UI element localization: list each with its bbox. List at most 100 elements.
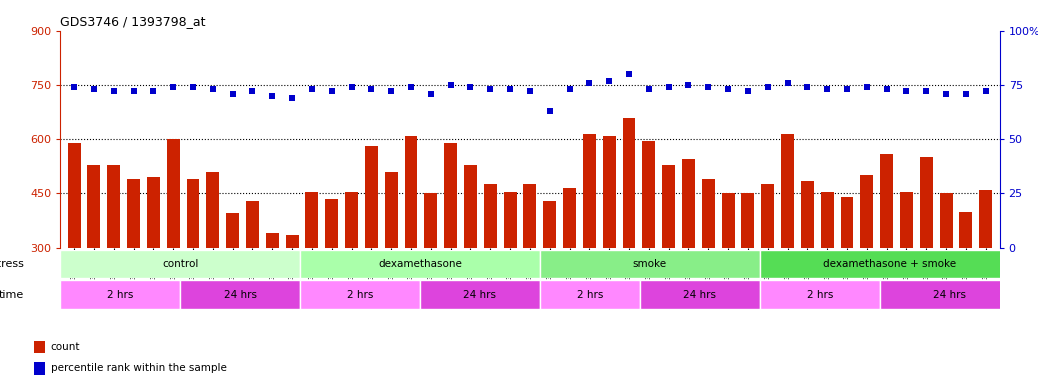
Bar	[60, 280, 181, 309]
Point	[581, 80, 598, 86]
Bar	[405, 136, 417, 248]
Bar	[484, 184, 497, 248]
Bar	[543, 201, 556, 248]
Bar	[127, 179, 140, 248]
Text: 2 hrs: 2 hrs	[577, 290, 603, 300]
Bar	[523, 184, 537, 248]
Bar	[181, 280, 300, 309]
Bar	[540, 280, 639, 309]
Bar	[540, 250, 760, 278]
Bar	[33, 362, 46, 375]
Point	[422, 91, 439, 97]
Point	[224, 91, 241, 97]
Bar	[900, 192, 912, 248]
Point	[145, 88, 162, 94]
Bar	[782, 134, 794, 248]
Point	[780, 80, 796, 86]
Text: 2 hrs: 2 hrs	[107, 290, 133, 300]
Point	[363, 86, 380, 93]
Bar	[623, 118, 635, 248]
Bar	[167, 139, 180, 248]
Point	[640, 86, 657, 93]
Point	[898, 88, 914, 94]
Bar	[920, 157, 933, 248]
Bar	[761, 184, 774, 248]
Point	[165, 84, 182, 90]
Bar	[879, 280, 1019, 309]
Point	[244, 88, 261, 94]
Bar	[563, 188, 576, 248]
Bar	[639, 280, 760, 309]
Point	[958, 91, 975, 97]
Bar	[300, 250, 540, 278]
Bar	[207, 172, 219, 248]
Point	[601, 78, 618, 84]
Point	[462, 84, 479, 90]
Text: count: count	[51, 342, 80, 352]
Point	[344, 84, 360, 90]
Bar	[425, 194, 437, 248]
Bar	[721, 194, 735, 248]
Bar	[503, 192, 517, 248]
Point	[660, 84, 677, 90]
Point	[264, 93, 280, 99]
Point	[562, 86, 578, 93]
Bar	[583, 134, 596, 248]
Text: 24 hrs: 24 hrs	[463, 290, 496, 300]
Bar	[821, 192, 834, 248]
Point	[719, 86, 736, 93]
Bar	[345, 192, 358, 248]
Text: 24 hrs: 24 hrs	[933, 290, 966, 300]
Bar	[420, 280, 540, 309]
Bar	[662, 164, 675, 248]
Bar	[939, 194, 953, 248]
Point	[799, 84, 816, 90]
Text: 2 hrs: 2 hrs	[347, 290, 374, 300]
Bar	[444, 143, 457, 248]
Point	[878, 86, 895, 93]
Text: time: time	[0, 290, 24, 300]
Text: stress: stress	[0, 259, 24, 269]
Point	[501, 86, 518, 93]
Point	[204, 86, 221, 93]
Bar	[702, 179, 715, 248]
Point	[839, 86, 855, 93]
Bar	[285, 235, 299, 248]
Bar	[880, 154, 893, 248]
Text: GDS3746 / 1393798_at: GDS3746 / 1393798_at	[60, 15, 206, 28]
Point	[740, 88, 757, 94]
Bar	[246, 201, 258, 248]
Text: 2 hrs: 2 hrs	[807, 290, 832, 300]
Point	[937, 91, 954, 97]
Bar	[365, 146, 378, 248]
Point	[858, 84, 875, 90]
Point	[324, 88, 340, 94]
Bar	[226, 214, 239, 248]
Bar	[959, 212, 973, 248]
Point	[65, 84, 82, 90]
Bar	[67, 143, 81, 248]
Bar	[760, 250, 1019, 278]
Point	[106, 88, 122, 94]
Bar	[741, 194, 755, 248]
Point	[621, 71, 637, 77]
Bar	[861, 175, 873, 248]
Point	[383, 88, 400, 94]
Point	[442, 82, 459, 88]
Bar	[325, 199, 338, 248]
Bar	[682, 159, 694, 248]
Bar	[305, 192, 319, 248]
Bar	[87, 164, 101, 248]
Text: smoke: smoke	[633, 259, 666, 269]
Bar	[801, 181, 814, 248]
Point	[680, 82, 696, 88]
Bar	[603, 136, 616, 248]
Bar	[385, 172, 398, 248]
Text: percentile rank within the sample: percentile rank within the sample	[51, 363, 226, 373]
Bar	[760, 280, 879, 309]
Point	[542, 108, 558, 114]
Text: 24 hrs: 24 hrs	[683, 290, 716, 300]
Text: dexamethasone + smoke: dexamethasone + smoke	[823, 259, 956, 269]
Bar	[300, 280, 420, 309]
Point	[522, 88, 539, 94]
